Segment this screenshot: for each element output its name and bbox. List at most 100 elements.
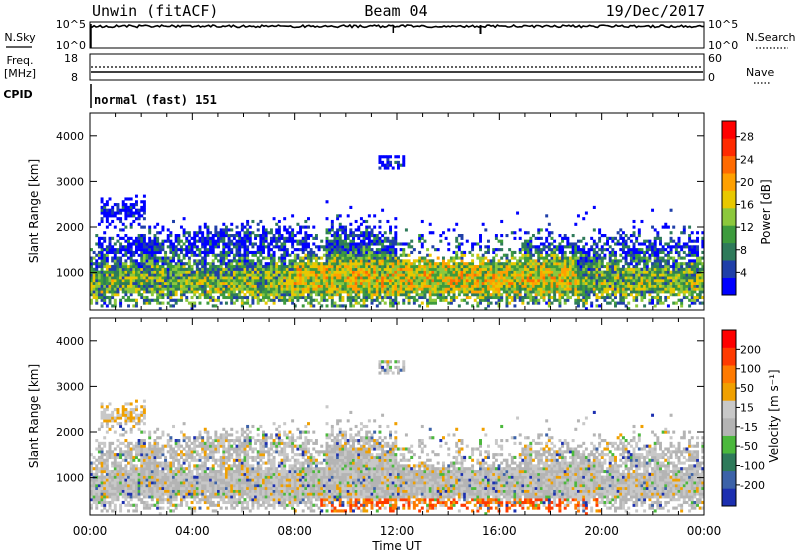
power-cell (227, 253, 231, 257)
power-cell (174, 273, 178, 277)
power-cell (97, 284, 101, 288)
power-cell (156, 279, 160, 283)
power-cell (243, 256, 247, 260)
power-cell (116, 256, 120, 260)
power-cell (666, 284, 670, 288)
power-cell (645, 290, 649, 294)
power-cell (325, 293, 329, 297)
power-cell (489, 273, 493, 277)
power-cell (362, 259, 366, 263)
power-cell (338, 284, 342, 288)
power-cell (677, 239, 681, 243)
power-cell (598, 231, 602, 235)
power-cell (595, 276, 599, 280)
power-cell (150, 250, 154, 255)
power-cell (389, 155, 393, 159)
power-cell (666, 262, 670, 266)
power-cell (217, 234, 220, 238)
power-cell (97, 287, 101, 291)
power-cell (267, 298, 271, 302)
power-cell (468, 281, 472, 285)
power-cell (333, 259, 337, 263)
freq-label-line2: [MHz] (4, 67, 36, 80)
power-cell (526, 293, 530, 297)
power-cell (156, 256, 160, 260)
power-cell (539, 276, 543, 280)
power-cell (447, 284, 451, 288)
power-cell (285, 236, 289, 240)
power-cell (100, 290, 104, 294)
power-cell (518, 256, 522, 260)
power-cell (672, 276, 676, 280)
power-cell (352, 234, 355, 238)
power-cell (330, 253, 334, 257)
power-cell (338, 293, 342, 297)
power-cell (291, 264, 295, 269)
power-cell (190, 264, 194, 269)
power-cell (129, 205, 133, 209)
power-cell (272, 217, 276, 221)
power-cell (198, 287, 202, 291)
power-cell (108, 197, 112, 201)
power-cell (254, 284, 258, 288)
power-cell (434, 293, 437, 297)
power-cell (354, 262, 358, 266)
power-cell (137, 287, 141, 291)
power-cell (365, 304, 369, 308)
power-cell (576, 295, 580, 300)
power-cell (100, 270, 104, 274)
power-cell (576, 298, 580, 302)
power-cell (486, 245, 490, 249)
power-cell (156, 284, 160, 288)
power-cell (299, 270, 303, 274)
power-cell (690, 262, 694, 266)
power-cell (688, 234, 692, 238)
power-cell (457, 248, 461, 252)
power-cell (529, 290, 533, 294)
power-cell (563, 298, 567, 302)
power-cell (90, 293, 93, 297)
power-cell (312, 281, 316, 285)
power-cell (500, 248, 504, 252)
power-cell (338, 287, 342, 291)
power-cell (217, 279, 220, 283)
power-cell (296, 222, 300, 226)
power-cell (669, 264, 673, 269)
power-cell (375, 256, 379, 260)
power-cell (701, 242, 705, 246)
power-cell (211, 284, 215, 288)
power-cell (145, 264, 149, 269)
power-cell (468, 264, 472, 269)
power-cell (489, 267, 493, 271)
power-cell (397, 270, 400, 274)
power-cell (659, 279, 662, 283)
power-cell (513, 231, 517, 235)
power-cell (195, 234, 199, 238)
power-cell (378, 295, 382, 300)
power-cell (539, 236, 543, 240)
power-cell (415, 293, 419, 297)
power-cell (531, 295, 535, 300)
power-cell (320, 273, 324, 277)
power-cell (492, 248, 496, 252)
power-cell (95, 267, 99, 271)
power-cell (341, 276, 345, 280)
power-cell (375, 234, 379, 238)
power-cell (547, 293, 551, 297)
power-cell (272, 236, 276, 240)
velocity-heatmap (90, 360, 705, 516)
power-cell (558, 279, 562, 283)
power-cell (558, 293, 562, 297)
power-cell (111, 290, 115, 294)
power-cell (336, 259, 340, 263)
power-cell (606, 281, 610, 285)
power-cell (434, 298, 437, 302)
power-cell (386, 281, 390, 285)
power-cell (640, 273, 644, 277)
power-cell (103, 236, 107, 240)
power-cell (359, 287, 363, 291)
power-cell (651, 248, 655, 252)
power-cell (346, 259, 350, 263)
power-cell (222, 287, 226, 291)
power-cell (677, 270, 681, 274)
